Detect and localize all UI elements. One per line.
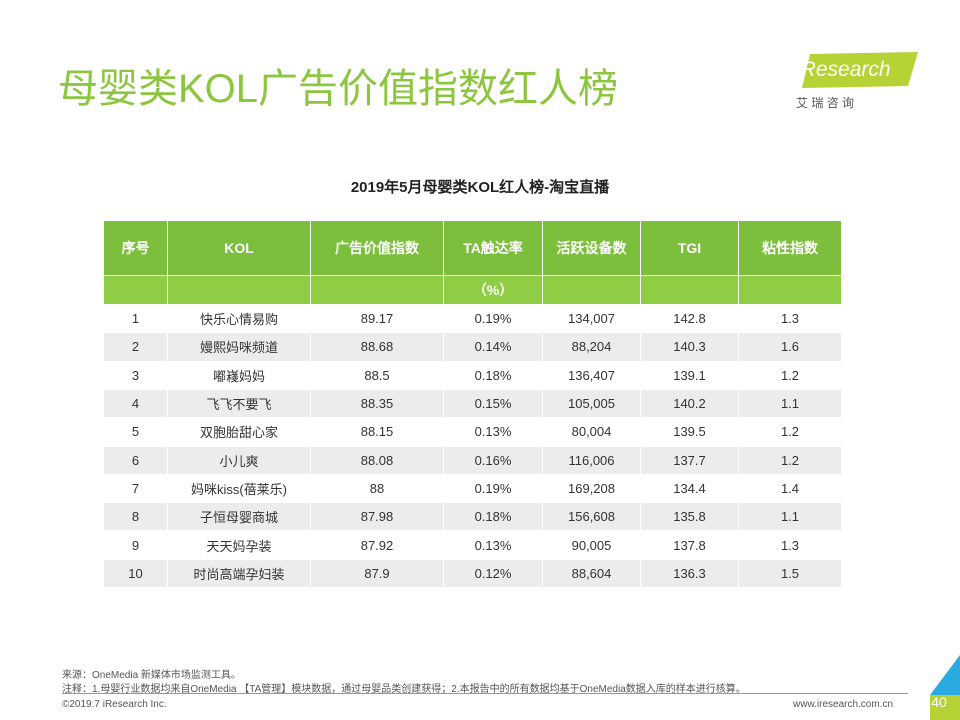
table-cell: 169,208 bbox=[543, 474, 641, 504]
page-number: 40 bbox=[931, 694, 947, 710]
table-cell: 0.18% bbox=[444, 361, 543, 390]
column-header: KOL bbox=[168, 221, 311, 276]
table-cell: 0.15% bbox=[444, 389, 543, 419]
table-cell: 88.15 bbox=[311, 418, 444, 447]
table-cell: 飞飞不要飞 bbox=[168, 389, 311, 419]
table-cell: 1.3 bbox=[739, 531, 842, 560]
table-cell: 1 bbox=[104, 305, 168, 334]
table-cell: 5 bbox=[104, 418, 168, 447]
table-cell: 0.19% bbox=[444, 305, 543, 334]
table-cell: 88 bbox=[311, 474, 444, 504]
table-cell: 89.17 bbox=[311, 305, 444, 334]
table-cell: 天天妈孕装 bbox=[168, 531, 311, 560]
table-cell: 137.7 bbox=[641, 446, 739, 475]
table-cell: 1.3 bbox=[739, 305, 842, 334]
table-cell: 0.19% bbox=[444, 474, 543, 504]
table-cell: 1.1 bbox=[739, 503, 842, 532]
table-cell: 3 bbox=[104, 361, 168, 390]
table-cell: 0.18% bbox=[444, 503, 543, 532]
table-cell: 9 bbox=[104, 531, 168, 560]
table-cell: 6 bbox=[104, 446, 168, 475]
table-cell: 88.08 bbox=[311, 446, 444, 475]
column-header: 序号 bbox=[104, 221, 168, 276]
table-cell: 0.13% bbox=[444, 418, 543, 447]
table-cell: 88,604 bbox=[543, 559, 641, 588]
table-cell: 时尚高端孕妇装 bbox=[168, 559, 311, 588]
table-cell: 139.5 bbox=[641, 418, 739, 447]
table-cell: 小儿爽 bbox=[168, 446, 311, 475]
table-cell: 88.5 bbox=[311, 361, 444, 390]
table-cell: 87.92 bbox=[311, 531, 444, 560]
table-cell: 双胞胎甜心家 bbox=[168, 418, 311, 447]
unit-cell bbox=[641, 276, 739, 305]
table-cell: 子恒母婴商城 bbox=[168, 503, 311, 532]
table-cell: 2 bbox=[104, 333, 168, 362]
table-cell: 7 bbox=[104, 474, 168, 504]
slide-title: 母婴类KOL广告价值指数红人榜 bbox=[58, 67, 619, 111]
table-cell: 10 bbox=[104, 559, 168, 588]
table-cell: 嘟嶘妈妈 bbox=[168, 361, 311, 390]
table-cell: 134.4 bbox=[641, 474, 739, 504]
table-cell: 88.68 bbox=[311, 333, 444, 362]
table-cell: 87.9 bbox=[311, 559, 444, 588]
table-cell: 136.3 bbox=[641, 559, 739, 588]
table-cell: 142.8 bbox=[641, 305, 739, 334]
table-cell: 137.8 bbox=[641, 531, 739, 560]
table-cell: 1.2 bbox=[739, 446, 842, 475]
copyright: ©2019.7 iResearch Inc. bbox=[62, 699, 167, 710]
table-cell: 1.5 bbox=[739, 559, 842, 588]
unit-cell bbox=[104, 276, 168, 305]
unit-cell bbox=[739, 276, 842, 305]
logo: iResearch bbox=[796, 58, 891, 81]
table-cell: 4 bbox=[104, 389, 168, 419]
unit-cell bbox=[168, 276, 311, 305]
table-cell: 88.35 bbox=[311, 389, 444, 419]
table-cell: 妈咪kiss(蓓莱乐) bbox=[168, 474, 311, 504]
table-cell: 140.3 bbox=[641, 333, 739, 362]
table-cell: 8 bbox=[104, 503, 168, 532]
column-header: 活跃设备数 bbox=[543, 221, 641, 276]
table-cell: 116,006 bbox=[543, 446, 641, 475]
table-cell: 135.8 bbox=[641, 503, 739, 532]
column-header: 粘性指数 bbox=[739, 221, 842, 276]
column-header: TGI bbox=[641, 221, 739, 276]
divider bbox=[62, 693, 908, 694]
note: 注释：1.母婴行业数据均来自OneMedia 【TA管理】模块数据，通过母婴品类… bbox=[62, 684, 746, 695]
table-title: 2019年5月母婴类KOL红人榜-淘宝直播 bbox=[350, 179, 610, 196]
table-cell: 87.98 bbox=[311, 503, 444, 532]
logo-shape bbox=[802, 52, 918, 88]
corner-shape bbox=[930, 655, 960, 720]
column-header: 广告价值指数 bbox=[311, 221, 444, 276]
table-cell: 嫚熙妈咪频道 bbox=[168, 333, 311, 362]
column-header: TA触达率 bbox=[444, 221, 543, 276]
logo-subtitle: 艾 瑞 咨 询 bbox=[796, 96, 855, 110]
table-cell: 90,005 bbox=[543, 531, 641, 560]
table-cell: 0.16% bbox=[444, 446, 543, 475]
table-cell: 80,004 bbox=[543, 418, 641, 447]
source: 来源：OneMedia 新媒体市场监测工具。 bbox=[62, 670, 241, 681]
table-cell: 139.1 bbox=[641, 361, 739, 390]
unit-cell bbox=[543, 276, 641, 305]
table-cell: 134,007 bbox=[543, 305, 641, 334]
table-cell: 88,204 bbox=[543, 333, 641, 362]
website: www.iresearch.com.cn bbox=[793, 699, 894, 710]
table-cell: 0.12% bbox=[444, 559, 543, 588]
unit-cell: （%） bbox=[444, 276, 543, 305]
table-cell: 105,005 bbox=[543, 389, 641, 419]
unit-cell bbox=[311, 276, 444, 305]
table-cell: 1.2 bbox=[739, 361, 842, 390]
table-cell: 0.13% bbox=[444, 531, 543, 560]
table-cell: 1.2 bbox=[739, 418, 842, 447]
table-cell: 156,608 bbox=[543, 503, 641, 532]
table-cell: 1.4 bbox=[739, 474, 842, 504]
table-cell: 1.1 bbox=[739, 389, 842, 419]
table-cell: 0.14% bbox=[444, 333, 543, 362]
table-cell: 140.2 bbox=[641, 389, 739, 419]
table-cell: 136,407 bbox=[543, 361, 641, 390]
table-cell: 1.6 bbox=[739, 333, 842, 362]
table-cell: 快乐心情易购 bbox=[168, 305, 311, 334]
